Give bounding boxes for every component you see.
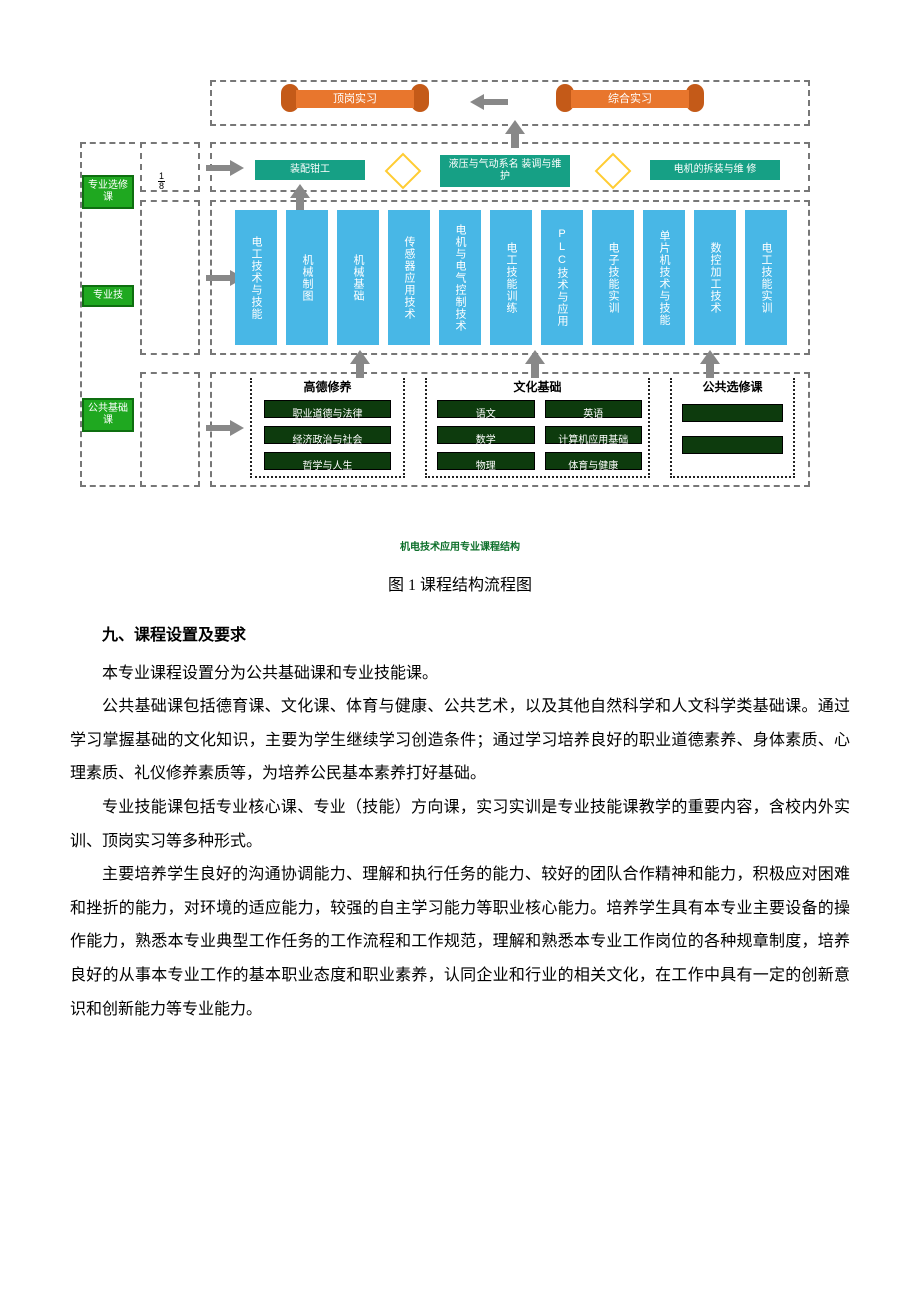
scroll-banner: 顶岗实习 xyxy=(290,88,420,116)
section-heading: 九、课程设置及要求 xyxy=(70,619,850,653)
course-chip: 体育与健康 xyxy=(545,452,643,470)
left-dash-3 xyxy=(140,372,200,487)
blue-course-column: PLC技术与应用 xyxy=(541,210,583,345)
arrow-up-a xyxy=(285,184,315,198)
curriculum-diagram: 专业选修课 专业技 公共基础课 18 顶岗实习 综合实习 装配钳工 液压与气动系名 … xyxy=(80,80,840,510)
arrow-up-b xyxy=(500,120,530,134)
left-dash-1 xyxy=(140,142,200,192)
arrow-up-c xyxy=(345,350,375,364)
teal-course-box: 液压与气动系名 装调与维护 xyxy=(440,155,570,187)
fraction-1-8: 18 xyxy=(158,172,165,191)
left-dash-2 xyxy=(140,200,200,355)
body-text: 九、课程设置及要求 本专业课程设置分为公共基础课和专业技能课。 公共基础课包括德… xyxy=(70,619,850,1026)
blue-course-column: 数控加工技术 xyxy=(694,210,736,345)
side-label-elective: 专业选修课 xyxy=(82,175,134,209)
course-chip xyxy=(682,436,783,454)
group-culture: 文化基础语文英语数学计算机应用基础物理体育与健康 xyxy=(425,378,650,478)
group-title: 公共选修课 xyxy=(672,378,793,395)
course-chip xyxy=(682,404,783,422)
blue-course-column: 单片机技术与技能 xyxy=(643,210,685,345)
figure-subtitle: 机电技术应用专业课程结构 xyxy=(0,538,920,553)
blue-course-column: 电机与电气控制技术 xyxy=(439,210,481,345)
blue-course-column: 电工技能实训 xyxy=(745,210,787,345)
course-chip: 职业道德与法律 xyxy=(264,400,391,418)
scroll-banner: 综合实习 xyxy=(565,88,695,116)
paragraph-4: 主要培养学生良好的沟通协调能力、理解和执行任务的能力、较好的团队合作精神和能力，… xyxy=(70,858,850,1026)
arrow-up-e xyxy=(695,350,725,364)
group-elective: 公共选修课 xyxy=(670,378,795,478)
blue-course-column: 电子技能实训 xyxy=(592,210,634,345)
blue-course-column: 机械基础 xyxy=(337,210,379,345)
side-label-public: 公共基础课 xyxy=(82,398,134,432)
blue-course-column: 电工技术与技能 xyxy=(235,210,277,345)
blue-course-column: 电工技能训练 xyxy=(490,210,532,345)
course-chip: 物理 xyxy=(437,452,535,470)
arrow-r3 xyxy=(230,420,244,436)
arrow-up-d xyxy=(520,350,550,364)
side-label-skill: 专业技 xyxy=(82,285,134,307)
arrow-left-top xyxy=(470,94,484,110)
group-moral: 高德修养职业道德与法律经济政治与社会哲学与人生 xyxy=(250,378,405,478)
paragraph-3: 专业技能课包括专业核心课、专业（技能）方向课，实习实训是专业技能课教学的重要内容… xyxy=(70,791,850,858)
paragraph-2: 公共基础课包括德育课、文化课、体育与健康、公共艺术，以及其他自然科学和人文科学类… xyxy=(70,690,850,791)
group-title: 高德修养 xyxy=(252,378,403,395)
paragraph-1: 本专业课程设置分为公共基础课和专业技能课。 xyxy=(70,657,850,691)
group-title: 文化基础 xyxy=(427,378,648,395)
course-chip: 语文 xyxy=(437,400,535,418)
teal-course-box: 装配钳工 xyxy=(255,160,365,180)
course-chip: 数学 xyxy=(437,426,535,444)
blue-course-column: 传感器应用技术 xyxy=(388,210,430,345)
arrow-r1 xyxy=(230,160,244,176)
course-chip: 英语 xyxy=(545,400,643,418)
course-chip: 计算机应用基础 xyxy=(545,426,643,444)
figure-caption: 图 1 课程结构流程图 xyxy=(0,571,920,595)
teal-course-box: 电机的拆装与维 修 xyxy=(650,160,780,180)
course-chip: 经济政治与社会 xyxy=(264,426,391,444)
course-chip: 哲学与人生 xyxy=(264,452,391,470)
blue-course-column: 机械制图 xyxy=(286,210,328,345)
